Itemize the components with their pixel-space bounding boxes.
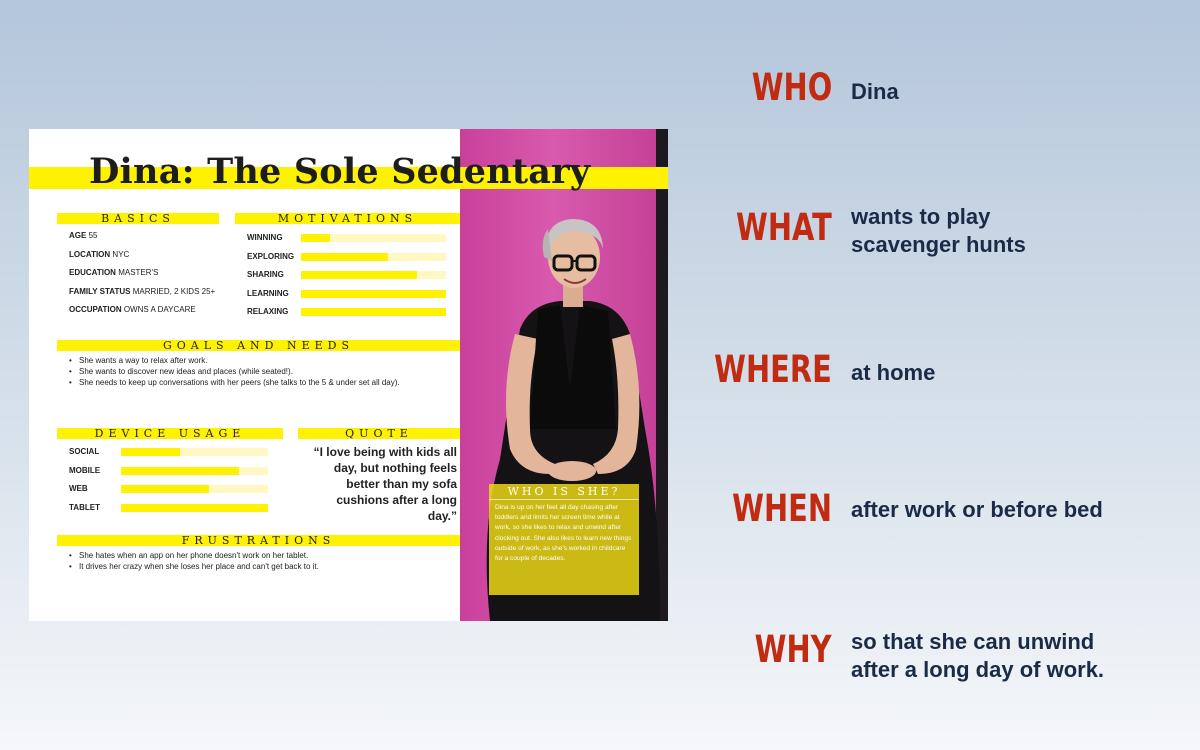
goals-list: She wants a way to relax after work. She…	[65, 355, 400, 388]
device-bar-fill	[121, 448, 180, 456]
device-row: WEB	[69, 484, 269, 503]
persona-title: Dina: The Sole Sedentary	[89, 151, 591, 192]
device-bar-track	[121, 503, 268, 512]
motivations-list: WINNING EXPLORING SHARING LEARNING RELAX…	[247, 233, 447, 326]
w-row-what: WHAT	[700, 206, 832, 256]
goal-item: She wants to discover new ideas and plac…	[65, 366, 400, 377]
device-bar-fill	[121, 503, 268, 512]
w-row-who: WHO	[700, 66, 832, 116]
motivation-row: WINNING	[247, 233, 447, 252]
motivation-bar-track	[301, 308, 446, 317]
title-highlight	[29, 167, 668, 189]
basics-heading: BASICS	[57, 213, 219, 224]
basics-list: AGE 55 LOCATION NYC EDUCATION MASTER'S F…	[69, 231, 239, 324]
basics-row: EDUCATION MASTER'S	[69, 268, 159, 278]
w-label: WHO	[751, 66, 832, 109]
w-value-where: at home	[851, 360, 936, 385]
basics-row: FAMILY STATUS MARRIED, 2 KIDS 25+	[69, 286, 216, 296]
basics-row: LOCATION NYC	[69, 249, 130, 259]
w-label: WHERE	[714, 348, 832, 391]
basics-row: AGE 55	[69, 231, 98, 240]
w-row-why: WHY	[700, 628, 832, 678]
motivation-bar-fill	[301, 308, 446, 317]
w-value-what: wants to play scavenger hunts	[851, 204, 1026, 257]
goals-heading: GOALS AND NEEDS	[57, 340, 460, 351]
motivation-row: EXPLORING	[247, 252, 447, 271]
device-row: SOCIAL	[69, 447, 269, 466]
device-bar-fill	[121, 466, 239, 475]
device-row: MOBILE	[69, 466, 269, 485]
motivation-bar-track	[301, 234, 446, 242]
frustrations-list: She hates when an app on her phone doesn…	[65, 550, 319, 572]
w-value-when: after work or before bed	[851, 497, 1103, 522]
goal-item: She wants a way to relax after work.	[65, 355, 400, 366]
w-row-where: WHERE	[700, 348, 832, 398]
persona-card: Dina: The Sole Sedentary BASICS AGE 55 L…	[29, 129, 668, 621]
motivation-row: LEARNING	[247, 289, 447, 308]
frustrations-heading: FRUSTRATIONS	[57, 535, 460, 546]
device-bar-track	[121, 448, 268, 456]
motivation-bar-fill	[301, 289, 446, 298]
motivation-bar-fill	[301, 234, 330, 242]
motivation-bar-track	[301, 252, 446, 261]
who-is-she-text: Dina is up on her feet all day chasing a…	[495, 504, 632, 563]
w-value-who: Dina	[851, 79, 899, 104]
w-label: WHAT	[736, 206, 832, 249]
quote-heading: QUOTE	[298, 428, 460, 439]
device-usage-list: SOCIAL MOBILE WEB TABLET	[69, 447, 269, 521]
motivation-row: RELAXING	[247, 307, 447, 326]
frustration-item: It drives her crazy when she loses her p…	[65, 561, 319, 572]
motivation-bar-fill	[301, 271, 417, 280]
basics-row: OCCUPATION OWNS A DAYCARE	[69, 305, 196, 315]
motivation-row: SHARING	[247, 270, 447, 289]
goal-item: She needs to keep up conversations with …	[65, 377, 400, 388]
w-label: WHY	[755, 628, 832, 671]
device-bar-track	[121, 466, 268, 475]
device-bar-track	[121, 485, 268, 494]
motivations-heading: MOTIVATIONS	[235, 213, 460, 224]
device-bar-fill	[121, 485, 210, 494]
persona-quote: “I love being with kids all day, but not…	[313, 445, 457, 523]
w-value-why: so that she can unwind after a long day …	[851, 629, 1105, 682]
motivation-bar-track	[301, 289, 446, 298]
who-is-she-box: WHO IS SHE? Dina is up on her feet all d…	[489, 484, 639, 595]
w-row-when: WHEN	[700, 487, 832, 537]
device-usage-heading: DEVICE USAGE	[57, 428, 283, 439]
motivation-bar-track	[301, 271, 446, 280]
who-is-she-heading: WHO IS SHE?	[489, 484, 639, 500]
motivation-bar-fill	[301, 252, 388, 261]
w-label: WHEN	[732, 487, 832, 530]
frustration-item: She hates when an app on her phone doesn…	[65, 550, 319, 561]
device-row: TABLET	[69, 503, 269, 522]
